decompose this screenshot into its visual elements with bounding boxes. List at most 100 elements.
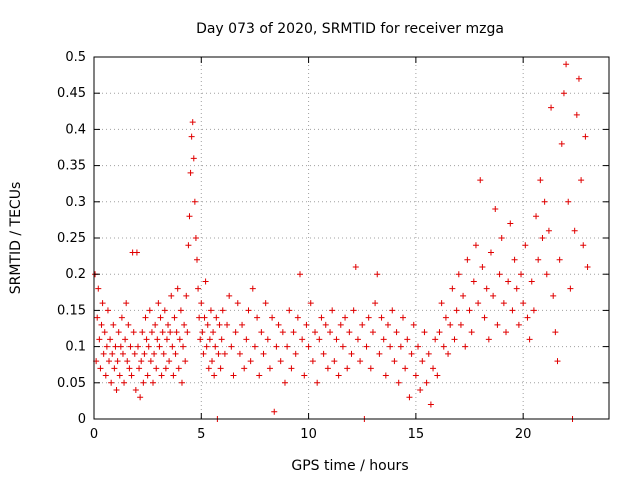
data-point: [153, 365, 160, 372]
data-point: [515, 321, 522, 328]
data-point: [524, 314, 531, 321]
y-tick-label: 0.35: [57, 159, 86, 174]
grid-layer: [94, 57, 609, 419]
data-point: [288, 365, 295, 372]
data-point: [556, 256, 563, 263]
data-point: [228, 343, 235, 350]
data-point: [318, 314, 325, 321]
data-point: [151, 350, 158, 357]
y-tick-label: 0.25: [57, 231, 86, 246]
data-point: [374, 271, 381, 278]
data-point: [365, 314, 372, 321]
data-point: [286, 307, 293, 314]
data-point: [224, 321, 231, 328]
data-point: [245, 307, 252, 314]
data-point: [447, 321, 454, 328]
data-point: [138, 358, 145, 365]
data-point: [421, 329, 428, 336]
data-point: [442, 314, 449, 321]
data-point: [333, 336, 340, 343]
data-point: [211, 372, 218, 379]
data-point: [134, 343, 141, 350]
y-tick-label: 0.1: [65, 340, 86, 355]
data-point: [279, 329, 286, 336]
data-point: [451, 336, 458, 343]
data-point: [219, 307, 226, 314]
data-point: [215, 350, 222, 357]
data-point: [277, 358, 284, 365]
data-point: [372, 300, 379, 307]
y-tick-label: 0.3: [65, 195, 86, 210]
data-point: [314, 379, 321, 386]
data-point: [188, 133, 195, 140]
data-point: [165, 321, 172, 328]
data-point: [202, 278, 209, 285]
data-point: [477, 177, 484, 184]
x-tick-label: 10: [300, 427, 317, 442]
data-point: [436, 329, 443, 336]
data-point: [95, 285, 102, 292]
x-axis-label: GPS time / hours: [291, 458, 408, 474]
x-tick-labels: 0 5 10 15 20: [90, 427, 532, 442]
data-point: [359, 321, 366, 328]
data-point: [539, 235, 546, 241]
data-point: [543, 271, 550, 278]
data-point: [234, 300, 241, 307]
tick-marks: [93, 56, 609, 420]
data-point: [180, 343, 187, 350]
data-point: [453, 307, 460, 314]
data-point: [578, 177, 585, 184]
data-point: [122, 336, 129, 343]
data-point: [182, 358, 189, 365]
data-point: [124, 358, 131, 365]
data-point: [395, 379, 402, 386]
data-point: [241, 365, 248, 372]
data-point: [339, 343, 346, 350]
data-point: [121, 379, 128, 386]
data-point: [218, 336, 225, 343]
data-point: [130, 329, 137, 336]
data-point: [535, 256, 542, 263]
data-point: [147, 358, 154, 365]
data-point: [144, 372, 151, 379]
data-point: [110, 321, 117, 328]
data-point: [111, 365, 118, 372]
data-point: [167, 329, 174, 336]
data-point: [417, 387, 424, 394]
data-point: [187, 169, 194, 176]
data-point: [382, 372, 389, 379]
data-point: [191, 198, 198, 205]
data-point: [200, 350, 207, 357]
data-point: [507, 220, 514, 227]
data-point: [430, 365, 437, 372]
chart-title: Day 073 of 2020, SRMTID for receiver mzg…: [196, 21, 504, 37]
data-point: [173, 329, 180, 336]
data-point: [266, 365, 273, 372]
data-point: [271, 408, 278, 415]
data-point: [397, 343, 404, 350]
data-point: [350, 307, 357, 314]
data-point: [565, 198, 572, 205]
y-tick-label: 0.2: [65, 267, 86, 282]
data-point: [322, 321, 329, 328]
data-point: [520, 300, 527, 307]
data-point: [440, 343, 447, 350]
data-point: [464, 256, 471, 263]
data-point: [487, 249, 494, 256]
x-tick-label: 20: [515, 427, 532, 442]
y-tick-label: 0.15: [57, 303, 86, 318]
data-point: [518, 271, 525, 278]
data-point: [94, 314, 101, 321]
data-point: [552, 329, 559, 336]
data-point: [400, 314, 406, 321]
data-point: [404, 336, 411, 343]
data-point: [155, 300, 162, 307]
data-point: [247, 358, 254, 365]
data-point: [102, 372, 109, 379]
data-point: [352, 263, 359, 270]
data-point: [205, 365, 212, 372]
data-point: [162, 365, 169, 372]
data-point: [307, 300, 314, 307]
data-point: [243, 336, 250, 343]
data-point: [137, 394, 144, 401]
